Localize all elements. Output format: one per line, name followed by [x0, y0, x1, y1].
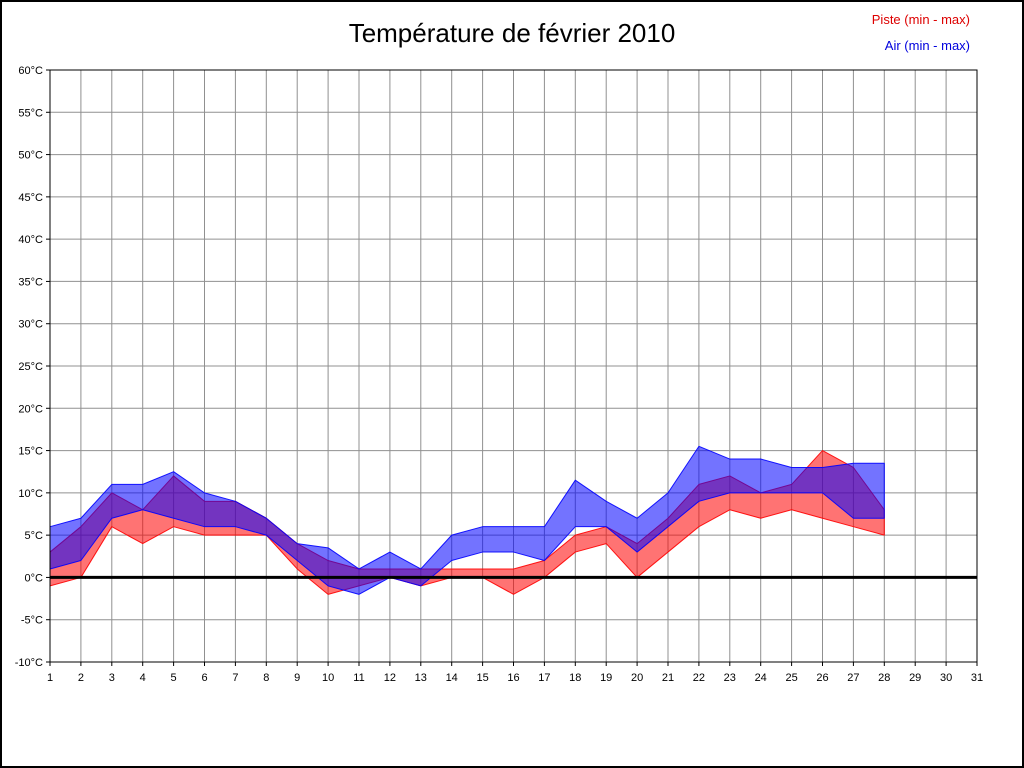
- x-tick-label: 15: [476, 672, 488, 684]
- x-tick-label: 27: [847, 672, 859, 684]
- x-tick-label: 6: [201, 672, 207, 684]
- y-tick-label: 40°C: [18, 234, 43, 246]
- x-tick-label: 20: [631, 672, 643, 684]
- y-tick-label: 5°C: [25, 530, 44, 542]
- y-tick-label: 30°C: [18, 319, 43, 331]
- x-tick-label: 30: [940, 672, 952, 684]
- x-tick-label: 14: [446, 672, 458, 684]
- x-tick-label: 11: [353, 672, 364, 684]
- x-tick-label: 1: [47, 672, 53, 684]
- y-tick-label: 35°C: [18, 276, 43, 288]
- x-tick-label: 24: [755, 672, 767, 684]
- x-tick-label: 2: [78, 672, 84, 684]
- y-tick-label: 20°C: [18, 403, 43, 415]
- x-tick-label: 31: [971, 672, 983, 684]
- x-tick-label: 21: [662, 672, 674, 684]
- x-tick-label: 23: [724, 672, 736, 684]
- x-tick-label: 5: [171, 672, 177, 684]
- x-tick-label: 16: [507, 672, 519, 684]
- x-tick-label: 17: [538, 672, 550, 684]
- x-tick-label: 3: [109, 672, 115, 684]
- plot-border: [49, 69, 978, 663]
- legend-air-label: Air (min - max): [884, 38, 970, 53]
- x-tick-label: 12: [384, 672, 396, 684]
- x-tick-label: 9: [294, 672, 300, 684]
- y-tick-label: 45°C: [18, 192, 43, 204]
- y-tick-label: -5°C: [21, 615, 43, 627]
- y-tick-label: 0°C: [25, 572, 44, 584]
- x-tick-label: 28: [878, 672, 890, 684]
- x-tick-label: 13: [415, 672, 427, 684]
- chart-legend: Piste (min - max) Air (min - max): [872, 7, 970, 59]
- chart-title: Température de février 2010: [348, 18, 676, 48]
- x-tick-label: 7: [232, 672, 238, 684]
- y-tick-label: 25°C: [18, 361, 43, 373]
- x-tick-label: 4: [140, 672, 146, 684]
- y-tick-label: -10°C: [15, 657, 43, 669]
- y-tick-label: 50°C: [18, 150, 43, 162]
- x-tick-label: 29: [909, 672, 921, 684]
- x-tick-label: 18: [569, 672, 581, 684]
- y-tick-label: 55°C: [18, 107, 43, 119]
- x-tick-label: 10: [322, 672, 334, 684]
- x-tick-label: 26: [816, 672, 828, 684]
- x-tick-label: 25: [785, 672, 797, 684]
- y-tick-label: 10°C: [18, 488, 43, 500]
- y-tick-label: 60°C: [18, 65, 43, 77]
- x-tick-label: 8: [263, 672, 269, 684]
- x-tick-label: 22: [693, 672, 705, 684]
- y-tick-label: 15°C: [18, 446, 43, 458]
- legend-piste-label: Piste (min - max): [871, 12, 970, 27]
- band-air: [49, 445, 885, 595]
- x-tick-label: 19: [600, 672, 612, 684]
